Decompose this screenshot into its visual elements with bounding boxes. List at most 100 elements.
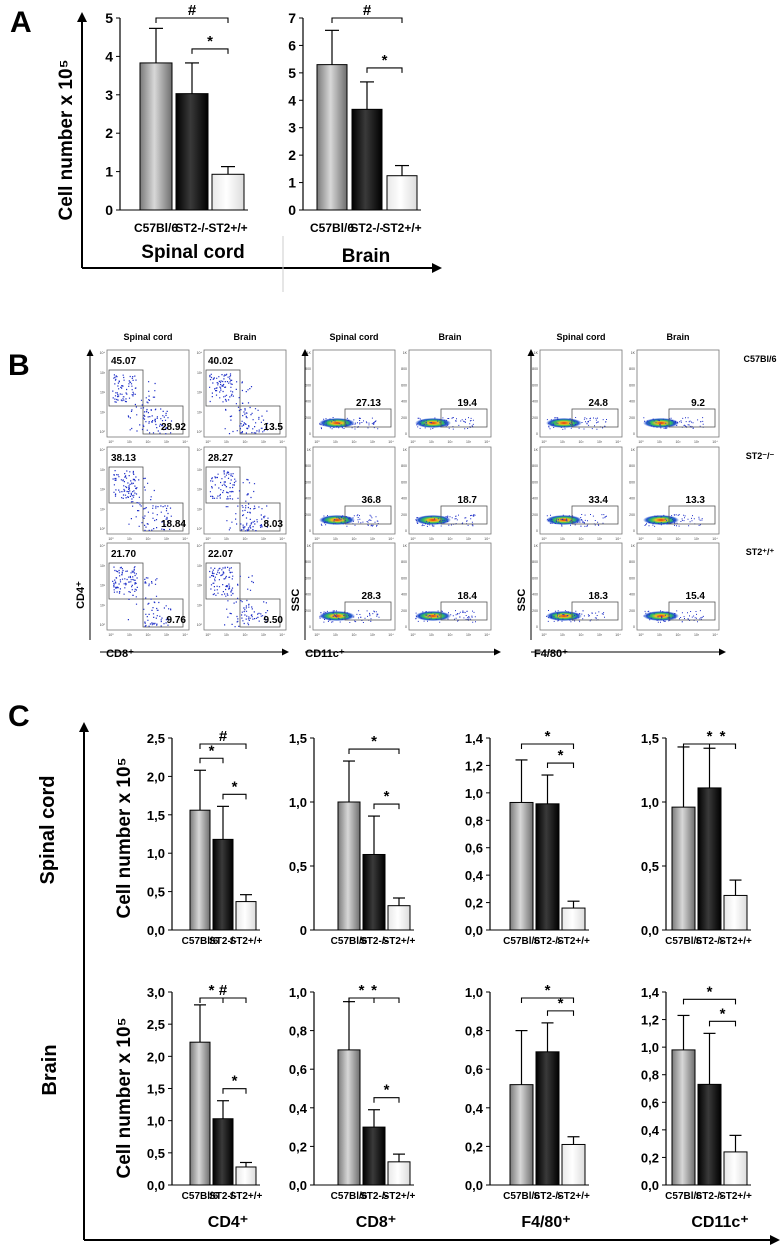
- flow-cd4cd8-r2-c0-ytick-2: 10²: [100, 584, 106, 588]
- chart-5-category-label-0: C57Bl/6: [665, 936, 702, 947]
- flow-f480-r2-c1-value: 15.4: [686, 591, 706, 602]
- chart-1-sig-bracket-0: [366, 67, 403, 73]
- flow-cd4cd8-r1-c0-ytick-3: 10³: [100, 468, 106, 472]
- panel-a-xlabel-spinal: Spinal cord: [141, 242, 244, 263]
- flow-cd4cd8-r2-c1-xtick-0: 10⁰: [205, 633, 211, 637]
- panel-c-col-label-f480: F4/80⁺: [521, 1214, 570, 1231]
- chart-4-ytick-label: 0,2: [465, 896, 483, 911]
- chart-2-category-label-2: ST2+/+: [230, 936, 263, 947]
- flow-group-2-xlabel: F4/80⁺: [534, 648, 568, 660]
- flow-col-title-3: Brain: [438, 332, 461, 342]
- chart-2-sig-bracket-0: [199, 757, 224, 764]
- flow-cd11c-r2-c0-ytick-4: 200: [305, 609, 311, 613]
- chart-9-ytick-label: 0,2: [641, 1150, 659, 1165]
- chart-2-sig-label-1: *: [232, 778, 238, 795]
- chart-7-sig-label-0: *: [359, 982, 365, 999]
- chart-7-ytick-label: 0,0: [289, 1178, 307, 1193]
- flow-cd11c-r2-c1-value: 18.4: [458, 591, 478, 602]
- flow-cd11c-r1-c1-ytick-5: 0: [405, 529, 407, 533]
- flow-cd4cd8-r0-c1-frame: [203, 349, 287, 438]
- chart-7-sig-bracket-2: [348, 997, 400, 1003]
- flow-cd11c-r0-c0-xtick-4: 10⁴: [388, 440, 394, 444]
- chart-3-ytick-label: 1,5: [289, 731, 307, 746]
- flow-cd4cd8-r0-c0-dots: [112, 374, 173, 435]
- flow-cd4cd8-r1-c1-ytick-1: 10¹: [197, 507, 203, 511]
- flow-f480-r1-c1-ytick-0: 1K: [631, 448, 636, 452]
- flow-f480-r0-c0-ytick-3: 400: [532, 400, 538, 404]
- flow-cd11c-r2-c0-xtick-0: 10⁰: [314, 633, 320, 637]
- flow-cd11c-r0-c1-xtick-3: 10³: [466, 440, 472, 444]
- flow-cd4cd8-r0-c1-ytick-2: 10²: [197, 391, 203, 395]
- flow-f480-r2-c0-ytick-0: 1K: [534, 544, 539, 548]
- flow-cd4cd8-r1-c0-cd8-value: 18.84: [161, 519, 186, 530]
- flow-f480-r1-c0-ytick-2: 600: [532, 480, 538, 484]
- chart-0-sig-label-0: *: [207, 33, 213, 50]
- flow-cd4cd8-r2-c0-ytick-3: 10³: [100, 564, 106, 568]
- flow-cd11c-r1-c1-ytick-0: 1K: [403, 448, 408, 452]
- chart-6-bar-0: [189, 1041, 211, 1186]
- flow-cd4cd8-r1-c1-xtick-4: 10⁴: [279, 537, 285, 541]
- chart-0-bar-0: [139, 62, 173, 211]
- flow-cd4cd8-r0-c0-ytick-1: 10¹: [100, 410, 106, 414]
- chart-5-ytick-label: 1,5: [641, 731, 659, 746]
- flow-f480-r2-c1-ytick-4: 200: [629, 609, 635, 613]
- panel-c-ylabel-top: Cell number x 10⁵: [114, 758, 135, 919]
- flow-cd11c-r2-c0-density: [319, 611, 355, 621]
- flow-f480-r2-c0-xtick-4: 10⁴: [615, 633, 621, 637]
- chart-5-category-label-1: ST2-/-: [696, 936, 724, 947]
- chart-2-ytick-label: 2,0: [147, 769, 165, 784]
- flow-cd4cd8-r1-c1-xtick-3: 10³: [261, 537, 267, 541]
- flow-col-title-5: Brain: [666, 332, 689, 342]
- flow-cd11c-r0-c1-ytick-2: 600: [401, 383, 407, 387]
- flow-cd11c-r1-c1-gate: [440, 505, 488, 525]
- flow-cd11c-r1-c0-ytick-2: 600: [305, 480, 311, 484]
- chart-6-sig-bracket-1: [222, 1088, 247, 1094]
- chart-6-ytick-label: 1,5: [147, 1082, 165, 1097]
- chart-1-ytick-label: 5: [288, 65, 296, 81]
- flow-f480-r2-c1-ytick-0: 1K: [631, 544, 636, 548]
- flow-cd11c-r1-c0-ytick-3: 400: [305, 497, 311, 501]
- flow-cd11c-r2-c1-gate: [440, 601, 488, 621]
- flow-f480-r1-c0-xtick-1: 10¹: [560, 537, 566, 541]
- flow-cd4cd8-r1-c1-gate-cd4: [205, 466, 241, 504]
- flow-f480-r0-c1-ytick-0: 1K: [631, 351, 636, 355]
- chart-8-bar-2: [561, 1143, 586, 1186]
- flow-f480-r2-c0-ytick-5: 0: [536, 625, 538, 629]
- chart-0-sig-label-1: #: [188, 2, 197, 19]
- flow-cd4cd8-r2-c0-cd8-value: 9.76: [167, 615, 187, 626]
- flow-cd4cd8-r1-c1-frame: [203, 446, 287, 535]
- flow-f480-r1-c1-value: 13.3: [686, 495, 706, 506]
- flow-cd4cd8-r0-c0-xtick-0: 10⁰: [108, 440, 114, 444]
- chart-3-ytick-label: 1,0: [289, 795, 307, 810]
- chart-4-category-label-0: C57Bl/6: [503, 936, 540, 947]
- flow-cd11c-r2-c0-ytick-5: 0: [309, 625, 311, 629]
- chart-2-sig-label-0: *: [209, 742, 215, 759]
- flow-cd11c-r1-c1-value: 18.7: [458, 495, 478, 506]
- chart-2-category-label-0: C57Bl/6: [182, 936, 219, 947]
- flow-cd4cd8-r1-c0-xtick-3: 10³: [164, 537, 170, 541]
- flow-cd4cd8-r1-c0-xtick-2: 10²: [145, 537, 151, 541]
- flow-cd4cd8-r0-c1-xtick-4: 10⁴: [279, 440, 285, 444]
- flow-cd4cd8-r0-c1-xtick-0: 10⁰: [205, 440, 211, 444]
- flow-cd11c-r2-c0-ytick-0: 1K: [307, 544, 312, 548]
- flow-f480-r1-c1-ytick-1: 800: [629, 464, 635, 468]
- flow-f480-r1-c1-ytick-5: 0: [633, 529, 635, 533]
- chart-8-ytick-label: 0,0: [465, 1178, 483, 1193]
- chart-4-sig-label-1: *: [545, 728, 551, 745]
- flow-cd11c-r1-c0-ytick-1: 800: [305, 464, 311, 468]
- flow-cd4cd8-r2-c1-xtick-1: 10¹: [224, 633, 230, 637]
- chart-0-category-label-1: ST2-/-: [175, 221, 208, 235]
- flow-f480-r2-c0-dots: [546, 610, 605, 623]
- flow-cd4cd8-r2-c1-ytick-1: 10¹: [197, 603, 203, 607]
- flow-cd11c-r2-c1-ytick-5: 0: [405, 625, 407, 629]
- chart-6-ytick-label: 2,5: [147, 1017, 165, 1032]
- flow-cd4cd8-r0-c1-xtick-3: 10³: [261, 440, 267, 444]
- flow-cd11c-r0-c0-ytick-4: 200: [305, 416, 311, 420]
- flow-cd11c-r0-c0-gate: [344, 408, 392, 428]
- flow-cd4cd8-r1-c0-gate-cd4: [108, 466, 144, 504]
- flow-cd4cd8-r2-c0-xtick-4: 10⁴: [182, 633, 188, 637]
- flow-f480-r2-c0-xtick-2: 10²: [578, 633, 584, 637]
- chart-6-bar-1: [212, 1118, 234, 1186]
- chart-7-category-label-1: ST2-/-: [360, 1191, 388, 1202]
